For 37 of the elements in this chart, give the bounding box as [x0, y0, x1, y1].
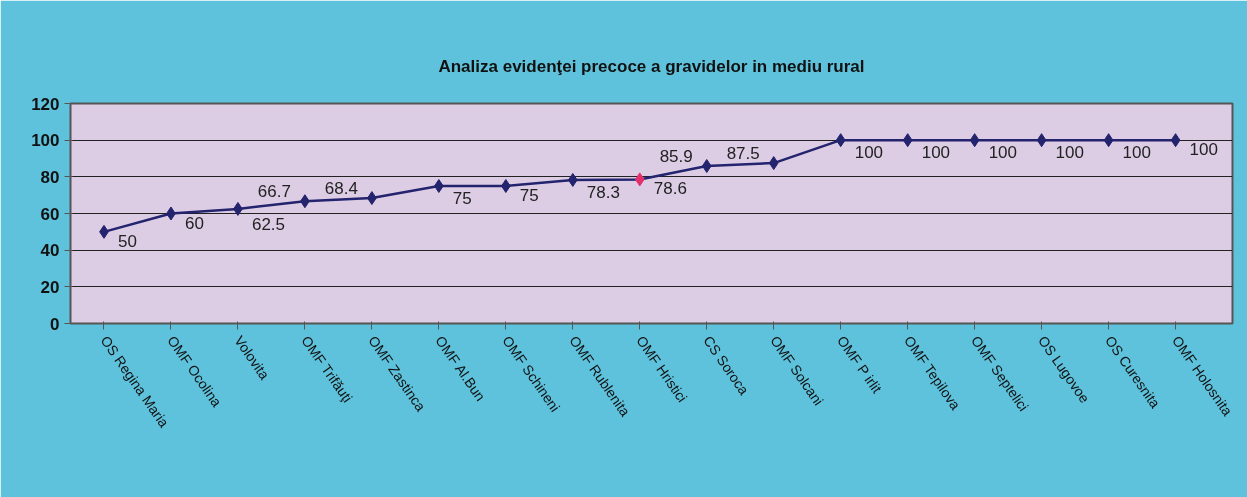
data-label: 50: [117, 231, 137, 251]
point: [902, 133, 913, 148]
data-label: 100: [1189, 140, 1218, 160]
point: [768, 156, 779, 171]
point: [969, 133, 980, 148]
point: [1170, 133, 1181, 148]
data-label: 75: [519, 186, 539, 205]
data-label: 100: [854, 143, 884, 163]
point: [501, 179, 511, 193]
point: [634, 172, 645, 187]
data-label: 60: [184, 213, 204, 233]
point: [434, 179, 444, 193]
data-label: 66.7: [257, 182, 291, 202]
data-label: 100: [988, 143, 1018, 163]
data-label: 78.3: [586, 182, 620, 202]
data-label: 68.4: [324, 179, 358, 199]
y-tick-label: 120: [31, 94, 60, 114]
data-label: 75: [452, 189, 472, 208]
point: [1103, 133, 1114, 148]
data-label: 78.6: [653, 179, 687, 199]
y-tick-label: 20: [40, 277, 60, 297]
data-label: 100: [1122, 143, 1151, 163]
y-tick-label: 40: [40, 241, 60, 261]
y-tick-label: 60: [40, 204, 60, 224]
point: [701, 159, 712, 174]
y-tick-label: 100: [31, 131, 60, 151]
data-label: 87.5: [726, 144, 760, 164]
point: [835, 133, 846, 148]
data-label: 62.5: [251, 214, 286, 234]
point: [567, 172, 578, 187]
data-label: 85.9: [659, 147, 693, 167]
point: [1036, 133, 1047, 148]
data-label: 100: [1055, 143, 1084, 163]
data-label: 100: [921, 143, 951, 163]
chart-title: Analiza evidenţei precoce a gravidelor in mediu rural: [438, 56, 865, 76]
y-tick-label: 0: [50, 314, 60, 334]
y-tick-label: 80: [40, 167, 60, 187]
